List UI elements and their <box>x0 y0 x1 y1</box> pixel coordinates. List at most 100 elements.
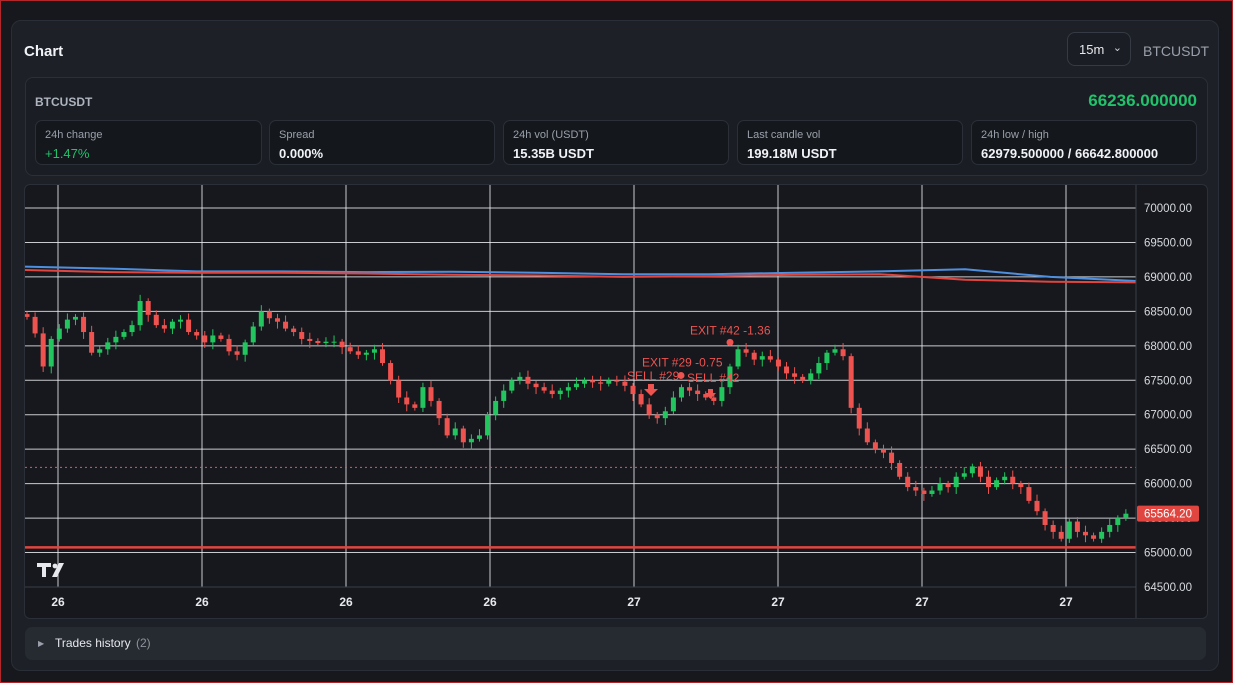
x-axis-tick-label: 27 <box>1059 595 1073 609</box>
stat-label: 24h vol (USDT) <box>513 129 589 141</box>
candle <box>1026 487 1032 501</box>
sell-arrow-icon <box>705 389 716 399</box>
candle <box>719 387 725 401</box>
candle <box>331 341 337 343</box>
y-axis-tick-label: 66500.00 <box>1144 444 1192 456</box>
candle <box>711 397 717 401</box>
candle <box>178 319 184 322</box>
y-axis-tick-label: 68500.00 <box>1144 306 1192 318</box>
stat-card-24h-vol: 24h vol (USDT) 15.35B USDT <box>503 120 729 165</box>
candle <box>315 340 321 344</box>
candle <box>339 341 345 348</box>
candle <box>517 376 523 381</box>
x-axis-tick-label: 27 <box>771 595 785 609</box>
candle <box>380 349 386 364</box>
candle <box>921 490 927 494</box>
candle <box>816 363 822 374</box>
sell-arrow-icon <box>644 384 658 396</box>
candle <box>105 342 111 350</box>
candle <box>929 490 935 494</box>
candle <box>355 351 361 355</box>
candle <box>121 332 127 337</box>
candle <box>137 301 143 326</box>
panel-title: Chart <box>24 43 64 60</box>
candle <box>48 338 54 367</box>
candle <box>476 435 482 439</box>
candle <box>565 387 571 391</box>
y-axis-tick-label: 64500.00 <box>1144 582 1192 594</box>
candle <box>299 332 305 339</box>
candle <box>735 349 741 367</box>
candle <box>654 414 660 419</box>
candle <box>493 400 499 415</box>
stat-value: 15.35B USDT <box>513 146 594 161</box>
candle <box>1123 513 1129 519</box>
candle <box>1074 521 1080 532</box>
stat-card-spread: Spread 0.000% <box>269 120 495 165</box>
y-axis-tick-label: 68000.00 <box>1144 341 1192 353</box>
candle <box>549 390 555 395</box>
candle <box>792 373 798 377</box>
candle <box>937 483 943 491</box>
candle <box>1107 524 1113 532</box>
candle <box>161 325 167 329</box>
stat-card-24h-change: 24h change +1.47% <box>35 120 262 165</box>
candle <box>848 356 854 408</box>
candle <box>606 380 612 384</box>
candle <box>388 363 394 381</box>
candle <box>889 452 895 463</box>
candle <box>1091 535 1097 539</box>
exit-marker <box>677 371 685 379</box>
candle <box>436 400 442 419</box>
candle <box>234 351 240 355</box>
candle <box>670 397 676 412</box>
trades-history-toggle[interactable]: ▶ Trades history (2) <box>25 627 1206 660</box>
x-axis-tick-label: 27 <box>915 595 929 609</box>
candle <box>614 380 620 382</box>
candle <box>977 466 983 477</box>
candle <box>759 356 765 360</box>
last-price: 66236.000000 <box>1088 91 1197 110</box>
candle <box>1058 531 1064 539</box>
candle <box>856 407 862 429</box>
candle <box>363 352 369 355</box>
candle <box>396 380 402 398</box>
stat-value: 62979.500000 / 66642.800000 <box>981 146 1159 161</box>
candle <box>1066 521 1072 539</box>
candle <box>622 381 628 386</box>
candle <box>880 449 886 453</box>
candle <box>169 321 175 329</box>
candle <box>533 383 539 388</box>
y-axis-tick-label: 70000.00 <box>1144 203 1192 215</box>
candle <box>784 366 790 374</box>
candle <box>218 335 224 339</box>
candle <box>582 380 588 384</box>
candle <box>283 321 289 329</box>
candle <box>412 404 418 408</box>
price-chart[interactable]: EXIT #42 -1.36 EXIT #29 -0.75 SELL #29 SELL… <box>24 184 1208 619</box>
candle <box>1002 476 1008 481</box>
trades-history-count: (2) <box>136 636 151 650</box>
candle <box>210 335 216 343</box>
candle <box>307 338 313 341</box>
y-axis-tick-label: 67000.00 <box>1144 410 1192 422</box>
stat-label: Last candle vol <box>747 129 821 141</box>
stat-value: 199.18M USDT <box>747 146 837 161</box>
y-axis-tick-label: 67500.00 <box>1144 375 1192 387</box>
candle <box>1010 476 1016 484</box>
candle <box>961 473 967 477</box>
timeframe-select[interactable]: 15m ⌄ <box>1067 32 1131 66</box>
candle <box>153 314 159 326</box>
trades-history-label: Trades history <box>55 636 131 650</box>
candle <box>242 342 248 355</box>
trade-annotation: EXIT #42 -1.36 <box>690 323 771 337</box>
moving-average-red <box>25 269 1137 284</box>
candle <box>1082 531 1088 536</box>
candle <box>509 380 515 391</box>
x-axis-tick-label: 26 <box>483 595 497 609</box>
candle <box>573 383 579 388</box>
candle <box>872 442 878 450</box>
candle <box>89 332 95 353</box>
candle <box>129 325 135 333</box>
